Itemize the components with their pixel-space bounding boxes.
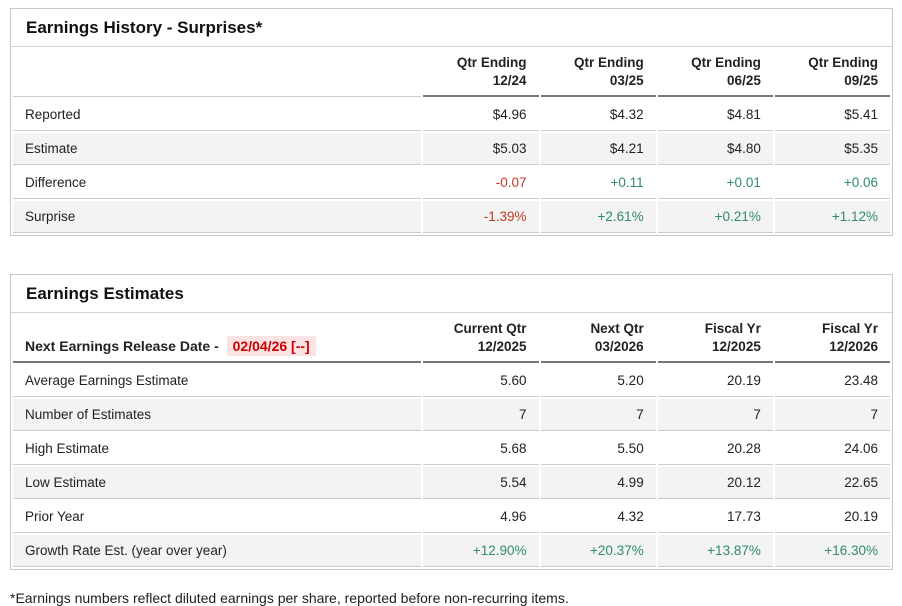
value-cell: 20.28 — [657, 433, 773, 466]
row-label: Reported — [13, 99, 422, 132]
earnings-estimates-table: Next Earnings Release Date - 02/04/26 [-… — [11, 313, 892, 569]
value-cell: +0.01 — [657, 167, 773, 200]
earnings-history-title: Earnings History - Surprises* — [11, 9, 892, 47]
earnings-history-table: Qtr Ending 12/24 Qtr Ending 03/25 Qtr Ending… — [11, 47, 892, 235]
value-cell: 22.65 — [774, 467, 890, 500]
value-cell: +16.30% — [774, 535, 890, 568]
row-label: Estimate — [13, 133, 422, 166]
row-label: High Estimate — [13, 433, 422, 466]
row-label: Growth Rate Est. (year over year) — [13, 535, 422, 568]
value-cell: 20.19 — [657, 365, 773, 398]
value-cell: $4.96 — [423, 99, 539, 132]
value-cell: 5.20 — [540, 365, 656, 398]
value-cell: +0.11 — [540, 167, 656, 200]
row-label: Difference — [13, 167, 422, 200]
value-cell: +0.06 — [774, 167, 890, 200]
next-earnings-release-label: Next Earnings Release Date - — [25, 337, 219, 354]
column-header: Qtr Ending 09/25 — [774, 49, 890, 98]
value-cell: 4.99 — [540, 467, 656, 500]
earnings-history-panel: Earnings History - Surprises* Qtr Ending… — [10, 8, 893, 237]
row-label: Low Estimate — [13, 467, 422, 500]
column-header: Fiscal Yr 12/2026 — [774, 315, 890, 364]
value-cell: 5.54 — [423, 467, 539, 500]
value-cell: $4.80 — [657, 133, 773, 166]
value-cell: $4.32 — [540, 99, 656, 132]
table-row: Difference -0.07 +0.11 +0.01 +0.06 — [13, 167, 890, 200]
value-cell: -1.39% — [423, 201, 539, 234]
value-cell: 23.48 — [774, 365, 890, 398]
row-label: Average Earnings Estimate — [13, 365, 422, 398]
value-cell: 20.12 — [657, 467, 773, 500]
table-row: Low Estimate 5.54 4.99 20.12 22.65 — [13, 467, 890, 500]
row-label: Number of Estimates — [13, 399, 422, 432]
column-header: Qtr Ending 03/25 — [540, 49, 656, 98]
value-cell: $5.41 — [774, 99, 890, 132]
value-cell: 20.19 — [774, 501, 890, 534]
value-cell: +20.37% — [540, 535, 656, 568]
value-cell: +2.61% — [540, 201, 656, 234]
value-cell: 4.96 — [423, 501, 539, 534]
table-row: Number of Estimates 7 7 7 7 — [13, 399, 890, 432]
column-header: Fiscal Yr 12/2025 — [657, 315, 773, 364]
table-row: Estimate $5.03 $4.21 $4.80 $5.35 — [13, 133, 890, 166]
earnings-footnote: *Earnings numbers reflect diluted earnin… — [10, 590, 569, 606]
value-cell: $5.35 — [774, 133, 890, 166]
value-cell: +12.90% — [423, 535, 539, 568]
value-cell: 5.50 — [540, 433, 656, 466]
table-row: Average Earnings Estimate 5.60 5.20 20.19 23… — [13, 365, 890, 398]
value-cell: +1.12% — [774, 201, 890, 234]
earnings-history-header-row: Qtr Ending 12/24 Qtr Ending 03/25 Qtr Ending… — [13, 49, 890, 98]
table-row: High Estimate 5.68 5.50 20.28 24.06 — [13, 433, 890, 466]
value-cell: +13.87% — [657, 535, 773, 568]
value-cell: 7 — [774, 399, 890, 432]
next-earnings-release-date: 02/04/26 [--] — [226, 335, 316, 356]
value-cell: +0.21% — [657, 201, 773, 234]
value-cell: 24.06 — [774, 433, 890, 466]
row-label: Surprise — [13, 201, 422, 234]
table-row: Prior Year 4.96 4.32 17.73 20.19 — [13, 501, 890, 534]
value-cell: 5.60 — [423, 365, 539, 398]
table-row: Surprise -1.39% +2.61% +0.21% +1.12% — [13, 201, 890, 234]
value-cell: $4.81 — [657, 99, 773, 132]
value-cell: 7 — [540, 399, 656, 432]
value-cell: 17.73 — [657, 501, 773, 534]
table-row: Reported $4.96 $4.32 $4.81 $5.41 — [13, 99, 890, 132]
next-earnings-release-cell: Next Earnings Release Date - 02/04/26 [-… — [13, 315, 422, 364]
table-row: Growth Rate Est. (year over year) +12.90%… — [13, 535, 890, 568]
value-cell: 7 — [423, 399, 539, 432]
earnings-estimates-header-row: Next Earnings Release Date - 02/04/26 [-… — [13, 315, 890, 364]
earnings-estimates-panel: Earnings Estimates Next Earnings Release… — [10, 274, 893, 571]
value-cell: 5.68 — [423, 433, 539, 466]
value-cell: 7 — [657, 399, 773, 432]
value-cell: -0.07 — [423, 167, 539, 200]
empty-header-cell — [13, 49, 422, 98]
row-label: Prior Year — [13, 501, 422, 534]
value-cell: $4.21 — [540, 133, 656, 166]
value-cell: $5.03 — [423, 133, 539, 166]
column-header: Qtr Ending 12/24 — [423, 49, 539, 98]
column-header: Qtr Ending 06/25 — [657, 49, 773, 98]
earnings-estimates-body: Average Earnings Estimate 5.60 5.20 20.19 23… — [13, 365, 890, 568]
value-cell: 4.32 — [540, 501, 656, 534]
earnings-history-body: Reported $4.96 $4.32 $4.81 $5.41 Estimate $5.0… — [13, 99, 890, 234]
column-header: Next Qtr 03/2026 — [540, 315, 656, 364]
earnings-estimates-title: Earnings Estimates — [11, 275, 892, 314]
column-header: Current Qtr 12/2025 — [423, 315, 539, 364]
